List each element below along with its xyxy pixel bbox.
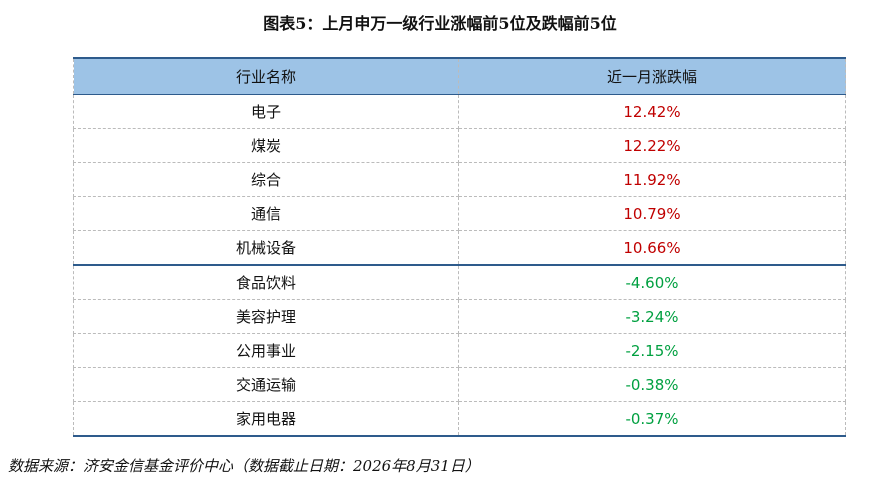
- industry-cell: 家用电器: [73, 401, 459, 437]
- change-cell: -2.15%: [458, 333, 846, 368]
- table-row: 食品饮料 -4.60%: [73, 264, 846, 300]
- header-cell: 近一月涨跌幅: [458, 57, 846, 95]
- table-row: 电子 12.42%: [73, 94, 846, 129]
- table-row: 机械设备 10.66%: [73, 230, 846, 266]
- table-row: 公用事业 -2.15%: [73, 333, 846, 368]
- table-row: 交通运输 -0.38%: [73, 367, 846, 402]
- table-title: 图表5：上月申万一级行业涨幅前5位及跌幅前5位: [263, 14, 617, 33]
- industry-cell: 煤炭: [73, 128, 459, 163]
- change-cell: 12.42%: [458, 94, 846, 129]
- change-cell: 10.66%: [458, 230, 846, 266]
- change-cell: -0.38%: [458, 367, 846, 402]
- industry-cell: 食品饮料: [73, 264, 459, 300]
- change-cell: -4.60%: [458, 264, 846, 300]
- industry-cell: 机械设备: [73, 230, 459, 266]
- change-cell: 10.79%: [458, 196, 846, 231]
- table-row: 通信 10.79%: [73, 196, 846, 231]
- change-cell: 12.22%: [458, 128, 846, 163]
- header-row: 行业名称 近一月涨跌幅: [73, 57, 846, 95]
- industry-cell: 综合: [73, 162, 459, 197]
- industry-cell: 美容护理: [73, 299, 459, 334]
- table-row: 家用电器 -0.37%: [73, 401, 846, 437]
- table: 行业名称 近一月涨跌幅 电子 12.42% 煤炭 12.22% 综合 11.92% 通信 10…: [73, 57, 846, 437]
- table-row: 综合 11.92%: [73, 162, 846, 197]
- change-cell: -0.37%: [458, 401, 846, 437]
- table-row: 美容护理 -3.24%: [73, 299, 846, 334]
- industry-cell: 公用事业: [73, 333, 459, 368]
- change-cell: -3.24%: [458, 299, 846, 334]
- table-row: 煤炭 12.22%: [73, 128, 846, 163]
- industry-cell: 电子: [73, 94, 459, 129]
- change-cell: 11.92%: [458, 162, 846, 197]
- industry-cell: 交通运输: [73, 367, 459, 402]
- source-note: 数据来源：济安金信基金评价中心（数据截止日期：2026年8月31日）: [8, 457, 480, 475]
- industry-cell: 通信: [73, 196, 459, 231]
- header-cell: 行业名称: [73, 57, 459, 95]
